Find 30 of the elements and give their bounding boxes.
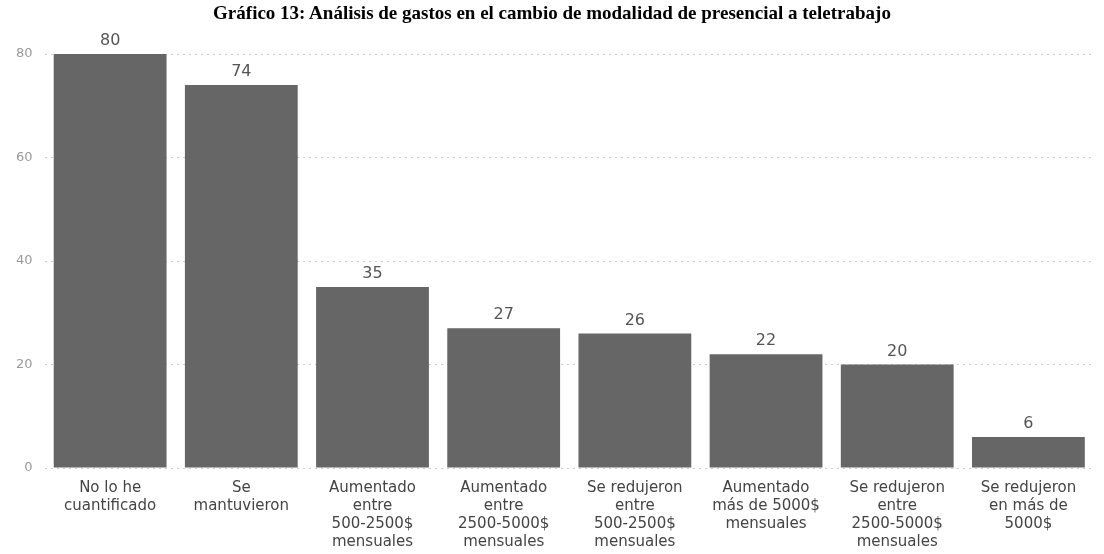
bar [578,333,692,468]
y-tick-label: 40 [16,252,33,268]
bar [447,328,561,468]
data-label: 27 [493,304,514,324]
bar [184,85,298,468]
data-label: 22 [755,330,777,350]
x-tick-label: Aumentado más de 5000$ mensuales [712,477,820,532]
chart-title: Gráfico 13: Análisis de gastos en el cambio de modalidad de presencial a teletrabajo [212,2,892,24]
y-tick-label: 20 [16,355,33,371]
bar [316,286,429,468]
x-tick-label: Aumentado entre 500-2500$ mensuales [329,477,416,550]
bar [53,54,167,468]
data-label: 26 [624,309,646,329]
data-label: 35 [362,263,383,283]
x-tick-label: Se mantuvieron [193,477,290,514]
data-label: 20 [887,340,908,360]
y-tick-label: 60 [16,148,33,164]
data-label: 80 [99,30,121,50]
x-tick-label: Se redujeron entre 2500-5000$ mensuales [849,477,945,550]
y-tick-label: 80 [16,45,33,61]
x-tick-label: Aumentado entre 2500-5000$ mensuales [458,477,550,550]
x-tick-label: No lo he cuantificado [64,477,157,514]
y-tick-label: 0 [24,459,33,475]
bar [972,436,1085,468]
x-tick-label: Se redujeron entre 500-2500$ mensuales [587,477,683,550]
bar [840,364,954,468]
bar [709,354,823,468]
data-label: 6 [1023,413,1034,433]
x-tick-label: Se redujeron en más de 5000$ [980,477,1077,532]
data-label: 74 [231,61,252,81]
